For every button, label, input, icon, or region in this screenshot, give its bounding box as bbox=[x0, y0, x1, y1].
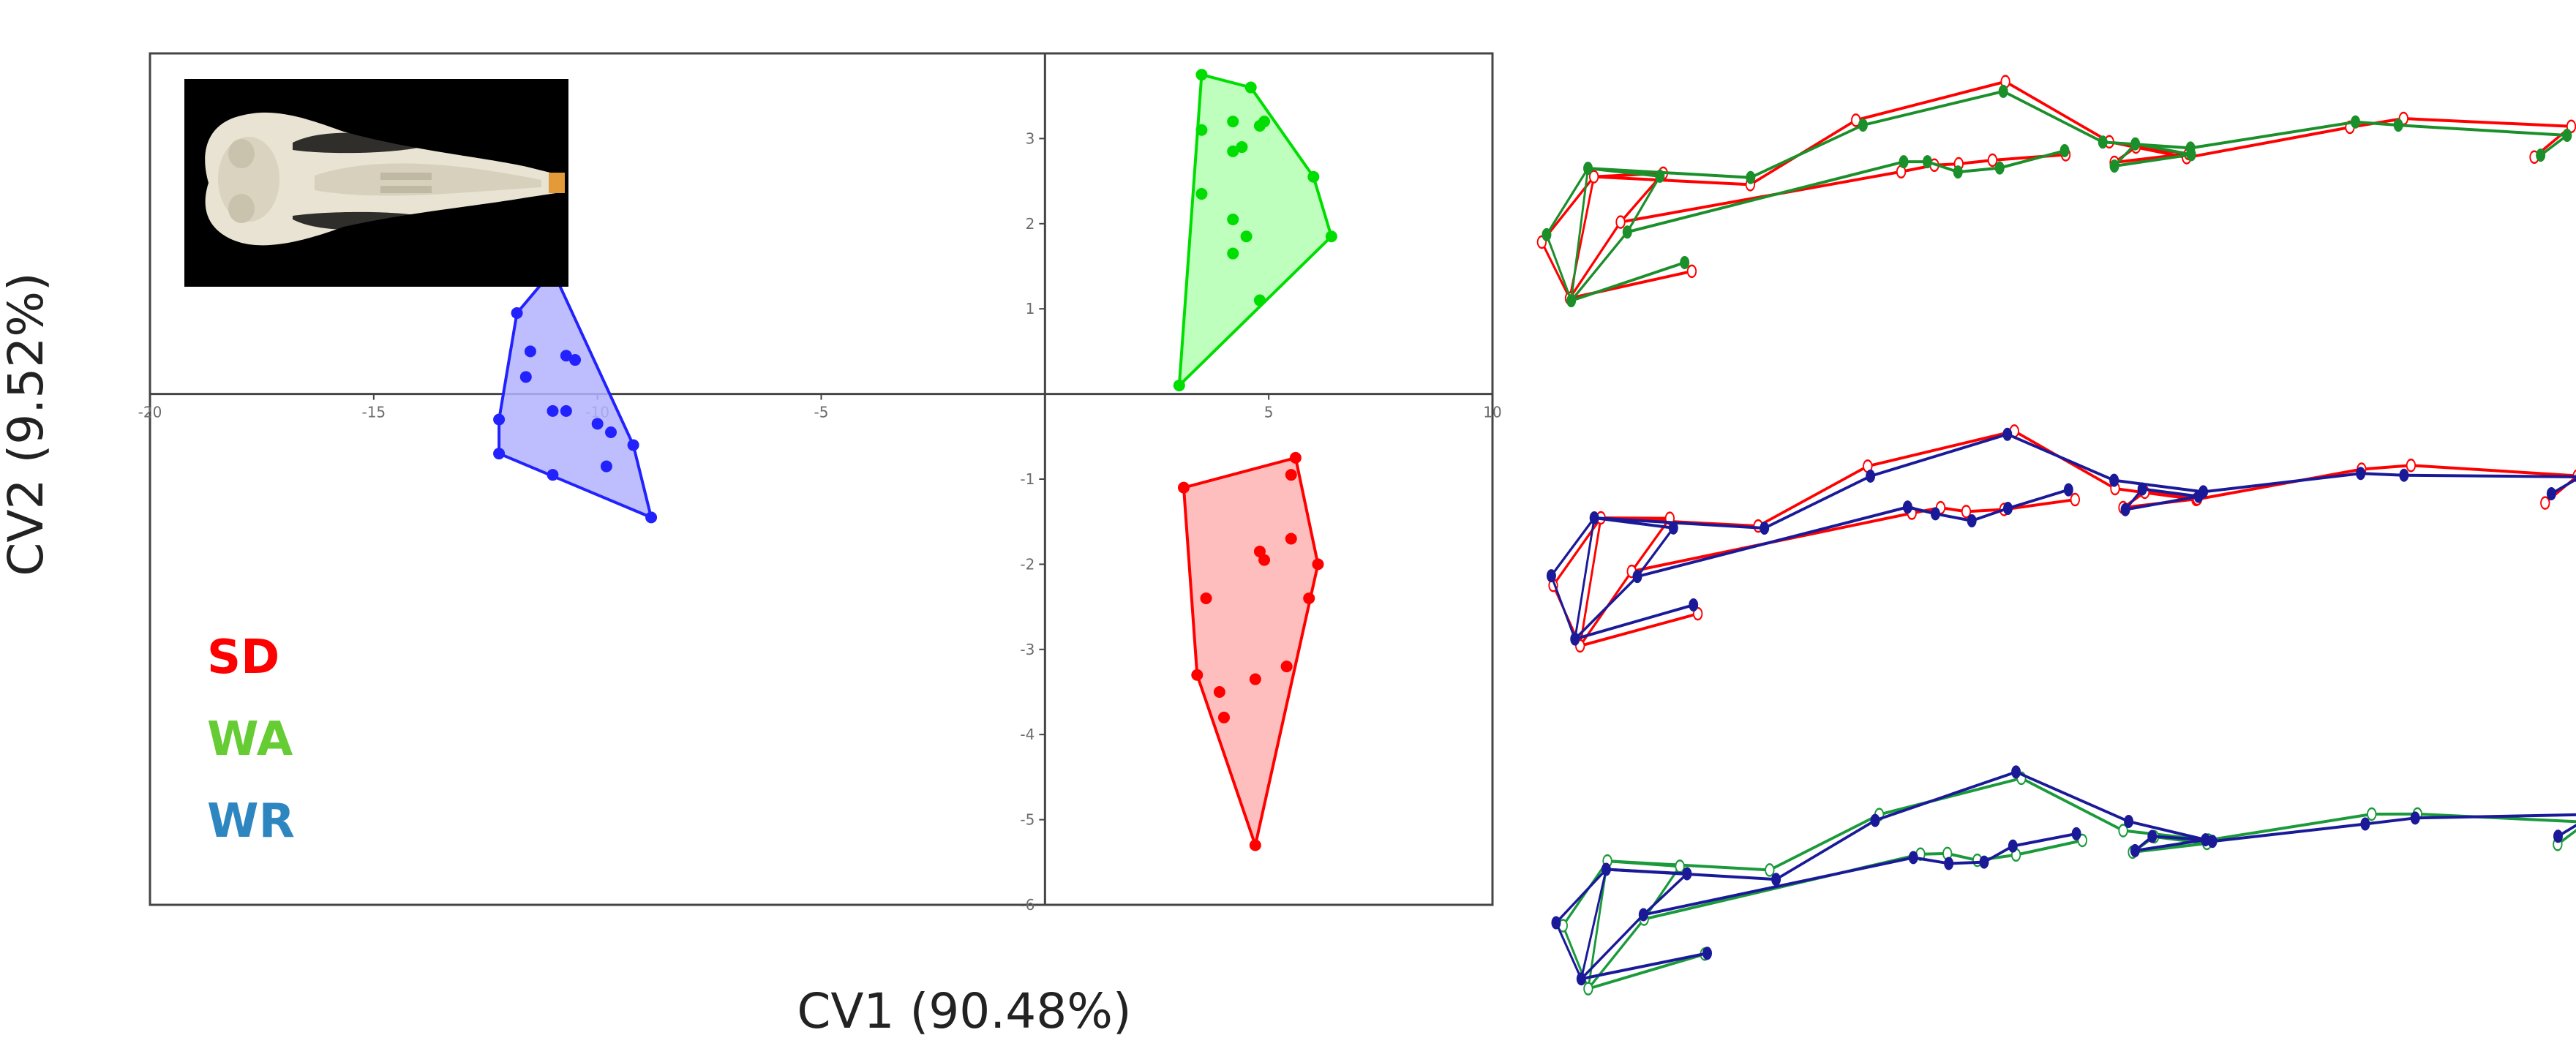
point-sd bbox=[1249, 839, 1261, 851]
wireframe-sd-vs-wr bbox=[1546, 424, 2576, 653]
y-tick-label: -4 bbox=[1020, 726, 1034, 743]
point-wa bbox=[1227, 116, 1239, 128]
legend-wa: WA bbox=[207, 712, 293, 767]
point-sd bbox=[1280, 661, 1293, 673]
x-tick-label: 5 bbox=[1264, 404, 1274, 421]
point-sd bbox=[1218, 711, 1230, 723]
point-wa bbox=[1307, 170, 1320, 183]
point-wr bbox=[493, 448, 506, 460]
skull-photo bbox=[184, 79, 568, 287]
y-tick-label: -2 bbox=[1020, 555, 1034, 573]
group-hulls bbox=[497, 73, 1333, 847]
point-wa bbox=[1227, 213, 1239, 225]
point-wr bbox=[591, 418, 604, 430]
y-tick-label: -6 bbox=[1020, 896, 1034, 914]
point-sd bbox=[1258, 554, 1271, 566]
shape-wireframes bbox=[1536, 75, 2576, 996]
point-sd bbox=[1303, 592, 1315, 604]
y-tick-label: -3 bbox=[1020, 641, 1034, 658]
point-wr bbox=[569, 354, 582, 366]
point-sd bbox=[1213, 686, 1225, 698]
point-wr bbox=[511, 307, 523, 320]
hull-wa bbox=[1177, 73, 1333, 387]
point-wr bbox=[645, 511, 658, 524]
point-sd bbox=[1249, 673, 1261, 685]
y-tick-label: 1 bbox=[1026, 300, 1035, 317]
point-sd bbox=[1177, 481, 1190, 494]
point-wa bbox=[1236, 141, 1248, 154]
point-wr bbox=[493, 413, 506, 426]
wireframe-wa-vs-wr bbox=[1551, 765, 2576, 996]
point-wr bbox=[519, 371, 532, 383]
x-axis-title: CV1 (90.48%) bbox=[797, 983, 1131, 1039]
x-tick-label: -15 bbox=[361, 404, 386, 421]
y-tick-label: -1 bbox=[1020, 470, 1034, 488]
plot-frame bbox=[149, 52, 1494, 906]
point-wr bbox=[524, 345, 536, 358]
point-wa bbox=[1253, 294, 1266, 306]
point-wa bbox=[1244, 81, 1257, 94]
point-wr bbox=[560, 350, 572, 362]
point-wa bbox=[1173, 379, 1185, 391]
data-points bbox=[493, 69, 1337, 851]
point-sd bbox=[1200, 592, 1212, 604]
point-wr bbox=[547, 469, 559, 481]
point-wr bbox=[600, 460, 612, 473]
point-wa bbox=[1325, 230, 1337, 243]
x-tick-label: -5 bbox=[814, 404, 829, 421]
y-tick-label: -5 bbox=[1020, 811, 1034, 829]
point-sd bbox=[1312, 558, 1324, 571]
point-wr bbox=[627, 439, 639, 451]
y-tick-label: 2 bbox=[1026, 215, 1035, 233]
point-sd bbox=[1285, 469, 1297, 481]
legend-wr: WR bbox=[207, 794, 295, 849]
point-wa bbox=[1195, 69, 1208, 81]
point-sd bbox=[1285, 533, 1297, 545]
point-wr bbox=[560, 405, 572, 417]
point-sd bbox=[1191, 669, 1203, 681]
y-tick-label: 3 bbox=[1026, 129, 1035, 147]
x-tick-label: -20 bbox=[138, 404, 162, 421]
x-tick-label: 10 bbox=[1483, 404, 1501, 421]
point-wa bbox=[1253, 119, 1266, 132]
point-wa bbox=[1227, 145, 1239, 157]
point-wr bbox=[605, 426, 617, 438]
point-wa bbox=[1195, 124, 1208, 136]
point-wa bbox=[1227, 247, 1239, 260]
y-axis-title: CV2 (9.52%) bbox=[0, 272, 54, 576]
point-wa bbox=[1195, 188, 1208, 200]
wireframe-sd-vs-wa bbox=[1536, 75, 2576, 308]
legend: SD WA WR bbox=[207, 631, 295, 849]
point-sd bbox=[1289, 451, 1302, 464]
point-wr bbox=[547, 405, 559, 417]
legend-sd: SD bbox=[207, 631, 279, 685]
point-wa bbox=[1240, 230, 1253, 243]
hull-sd bbox=[1182, 456, 1320, 847]
